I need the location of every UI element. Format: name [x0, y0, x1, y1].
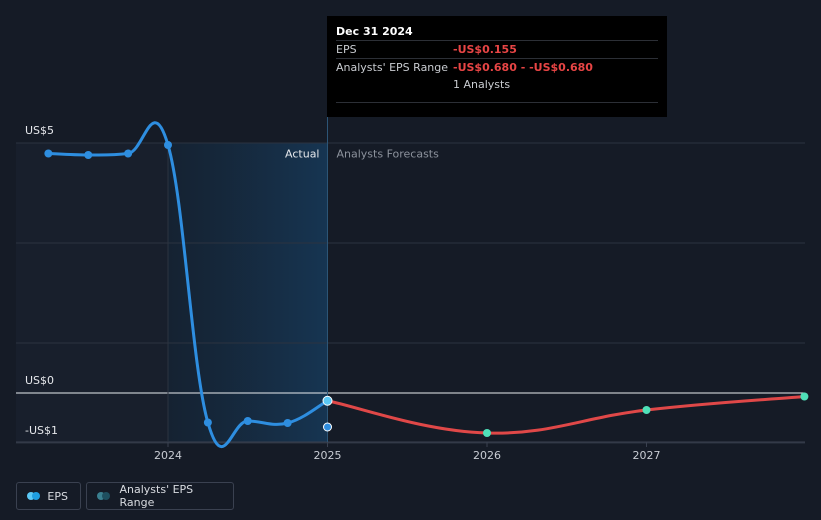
- tooltip-range-value: -US$0.680 - -US$0.680: [453, 61, 593, 74]
- actual-zone: [168, 143, 328, 442]
- tooltip-eps-label: EPS: [336, 43, 357, 56]
- eps-point-5: [243, 417, 252, 425]
- tooltip-row-analysts: 1 Analysts: [336, 76, 658, 93]
- eps-point-0: [44, 149, 53, 158]
- legend-eps-label: EPS: [47, 489, 68, 503]
- eps-point-6: [283, 419, 292, 427]
- tooltip-range-label: Analysts' EPS Range: [336, 61, 449, 74]
- x-tick-label-3: 2027: [633, 449, 661, 462]
- legend-item-eps-range[interactable]: Analysts' EPS Range: [86, 482, 234, 510]
- forecast-point-0: [483, 429, 491, 437]
- y-tick-label-0: US$5: [25, 124, 54, 137]
- eps-point-7: [322, 395, 333, 406]
- tooltip-row-range: Analysts' EPS Range -US$0.680 - -US$0.68…: [336, 58, 658, 76]
- x-tick-label-1: 2025: [314, 449, 342, 462]
- tooltip-divider: [336, 102, 658, 103]
- eps-line: [46, 121, 329, 449]
- x-tick-label-2: 2026: [473, 449, 501, 462]
- tooltip-date: Dec 31 2024: [336, 25, 413, 38]
- eps-range-legend-icon: [97, 492, 112, 500]
- pre-actual-zone: [16, 143, 168, 442]
- eps-point-1: [84, 151, 93, 159]
- tooltip: Dec 31 2024 EPS -US$0.155 Analysts' EPS …: [327, 16, 667, 117]
- eps-point-2: [124, 149, 133, 158]
- y-tick-label-1: US$0: [25, 374, 54, 387]
- eps-range-point: [323, 422, 332, 432]
- eps-point-3: [164, 141, 172, 149]
- legend-range-label: Analysts' EPS Range: [119, 483, 194, 509]
- forecast-line: [326, 395, 806, 435]
- actual-label: Actual: [285, 148, 319, 161]
- legend-item-eps[interactable]: EPS: [16, 482, 81, 510]
- tooltip-eps-value: -US$0.155: [453, 43, 517, 56]
- eps-point-4: [203, 418, 212, 427]
- x-tick-label-0: 2024: [154, 449, 182, 462]
- tooltip-analysts-label: [336, 76, 453, 93]
- forecast-point-2: [800, 392, 809, 401]
- y-tick-label-2: -US$1: [25, 424, 58, 437]
- tooltip-row-eps: EPS -US$0.155: [336, 40, 658, 58]
- eps-legend-icon: [27, 492, 40, 500]
- forecast-label: Analysts Forecasts: [337, 148, 440, 161]
- tooltip-analysts-count: 1 Analysts: [453, 78, 511, 91]
- forecast-point-1: [642, 406, 651, 414]
